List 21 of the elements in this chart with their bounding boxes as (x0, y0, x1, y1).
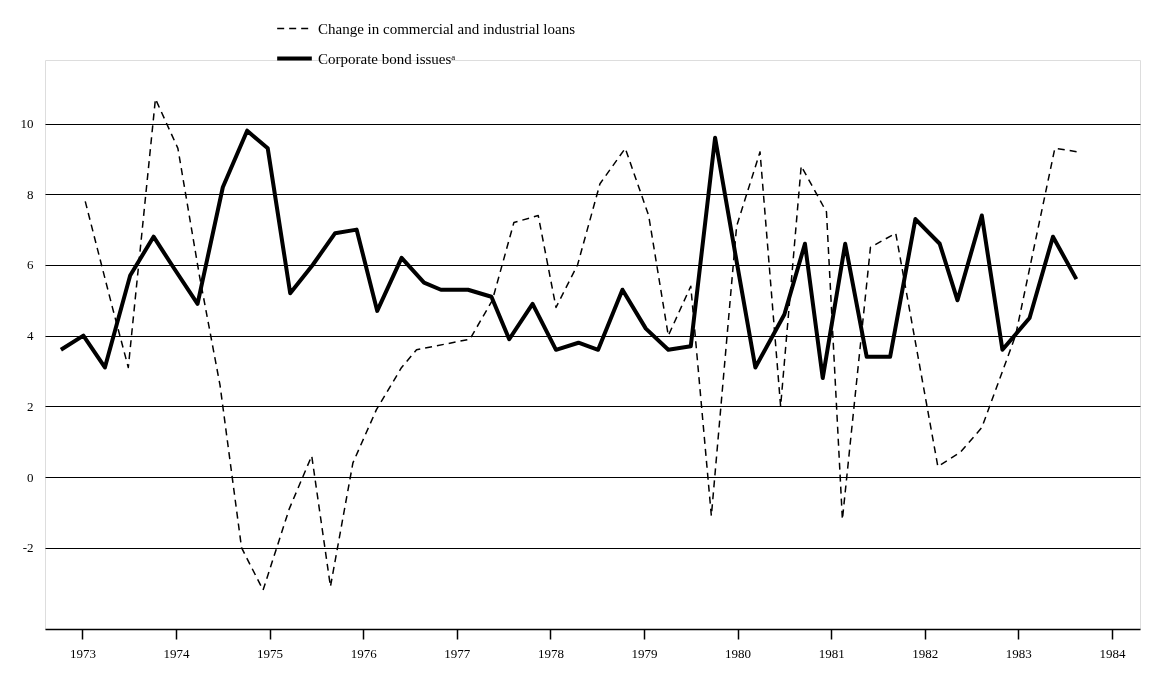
y-tick-label: 8 (27, 186, 34, 202)
x-tick-label: 1984 (1099, 645, 1126, 661)
x-tick-label: 1983 (1005, 645, 1032, 661)
y-tick-label: -2 (22, 540, 34, 556)
y-tick-label: 10 (20, 116, 34, 132)
x-tick-label: 1973 (69, 645, 96, 661)
x-tick-label: 1978 (537, 645, 564, 661)
x-tick-label: 1979 (631, 645, 658, 661)
x-tick-label: 1982 (912, 645, 939, 661)
y-tick-label: 2 (27, 398, 34, 414)
y-tick-label: 0 (27, 469, 34, 485)
x-tick-label: 1977 (444, 645, 471, 661)
legend-label: Change in commercial and industrial loans (318, 20, 576, 37)
x-tick-label: 1976 (350, 645, 378, 661)
y-tick-label: 6 (27, 257, 34, 273)
y-tick-label: 4 (27, 328, 34, 344)
legend-label: Corporate bond issuesᵃ (318, 50, 456, 67)
x-tick-label: 1980 (725, 645, 752, 661)
x-tick-label: 1975 (257, 645, 284, 661)
x-tick-label: 1974 (163, 645, 191, 661)
x-tick-label: 1981 (818, 645, 845, 661)
